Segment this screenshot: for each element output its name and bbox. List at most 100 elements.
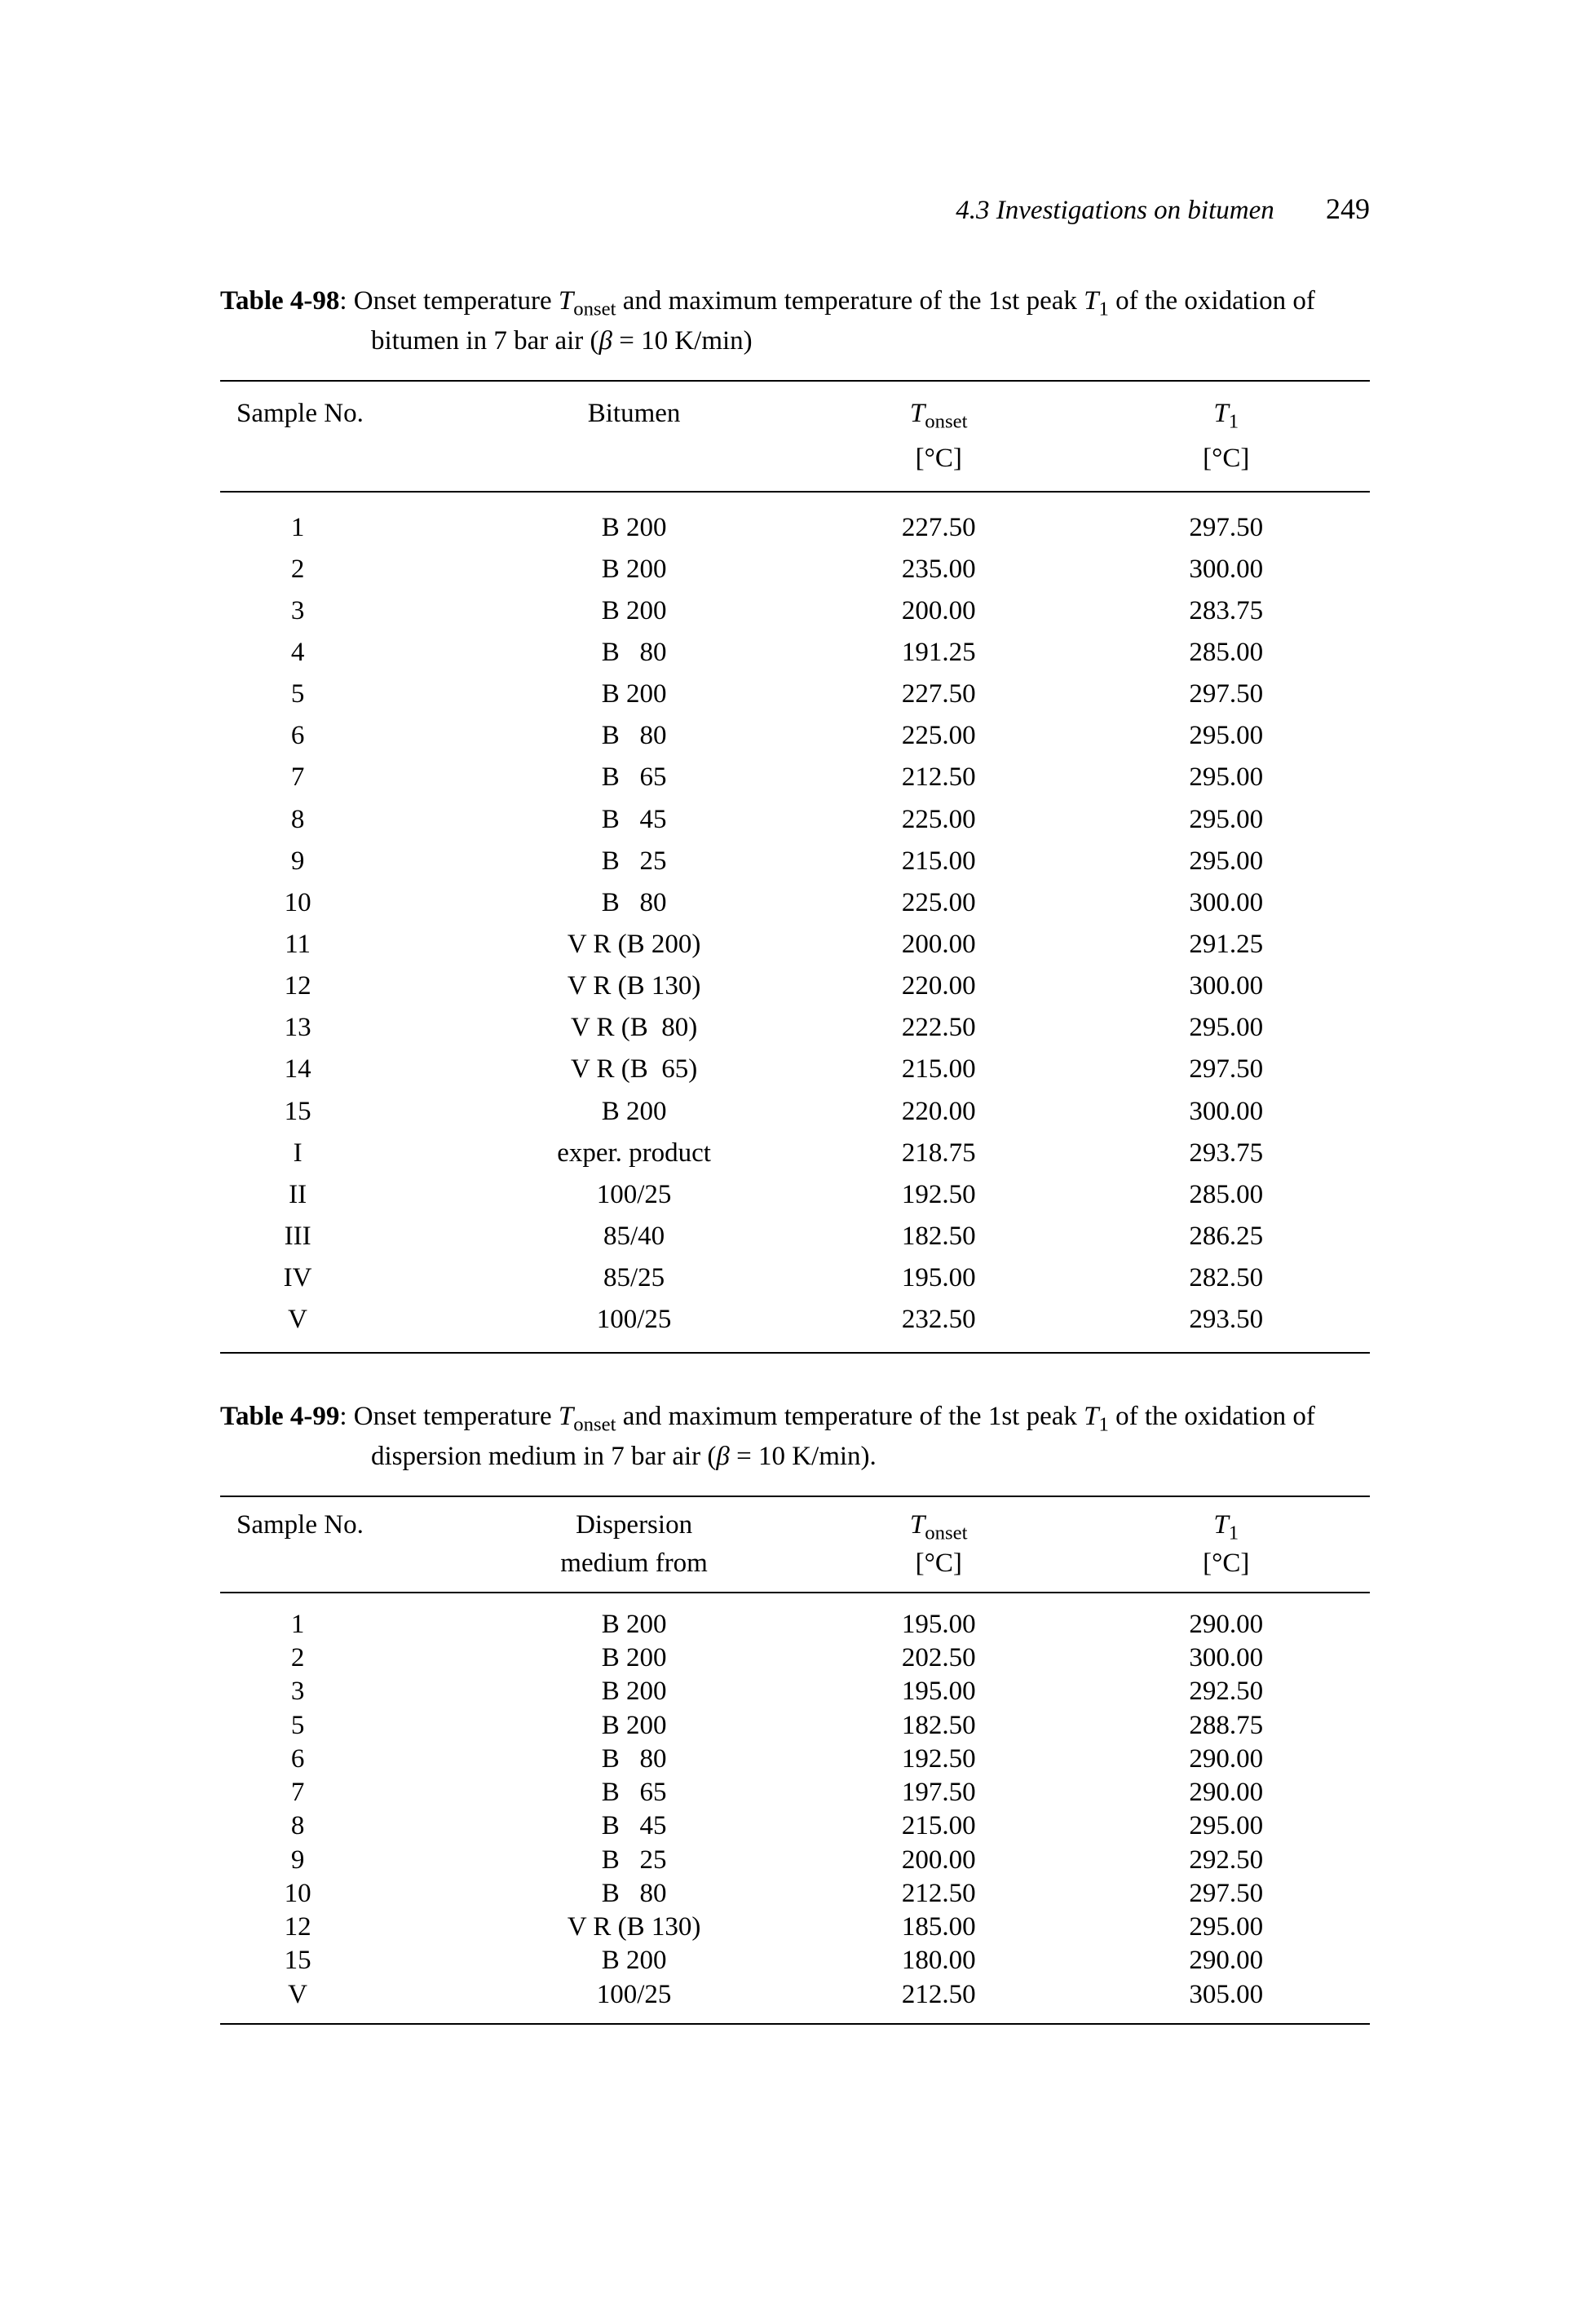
table-row: II100/25192.50285.00 [220, 1174, 1370, 1216]
symbol-T: T [1213, 399, 1228, 428]
caption-text: = 10 K/min). [730, 1442, 877, 1471]
cell-tonset: 235.00 [795, 549, 1083, 590]
cell-tonset: 191.25 [795, 632, 1083, 674]
section-title: 4.3 Investigations on bitumen [956, 196, 1274, 225]
symbol-T: T [1084, 1402, 1098, 1431]
cell-tonset: 180.00 [795, 1944, 1083, 1977]
cell-t1: 290.00 [1082, 1944, 1370, 1977]
cell-sample-no: 8 [220, 799, 473, 841]
cell-t1: 290.00 [1082, 1776, 1370, 1809]
symbol-T: T [1084, 286, 1098, 316]
table-98: Sample No. Bitumen Tonset T1 [°C] [°C] 1… [220, 380, 1370, 1354]
subscript-1: 1 [1099, 298, 1109, 320]
col-unit-tonset: [°C] [795, 1547, 1083, 1593]
caption-text: bitumen in 7 bar air ( [371, 326, 599, 356]
cell-sample-no: 10 [220, 882, 473, 924]
cell-tonset: 197.50 [795, 1776, 1083, 1809]
subscript-onset: onset [925, 410, 967, 432]
table-row: Iexper. product218.75293.75 [220, 1133, 1370, 1174]
cell-t1: 295.00 [1082, 1007, 1370, 1049]
table-99-label: Table 4-99 [220, 1402, 339, 1431]
col-header-t1: T1 [1082, 381, 1370, 438]
table-98-label: Table 4-98 [220, 286, 339, 316]
cell-tonset: 212.50 [795, 757, 1083, 798]
table-row: 15B 200220.00300.00 [220, 1091, 1370, 1133]
cell-t1: 290.00 [1082, 1593, 1370, 1641]
cell-t1: 293.50 [1082, 1299, 1370, 1353]
col-unit-t1: [°C] [1082, 438, 1370, 492]
table-row: 7B 65212.50295.00 [220, 757, 1370, 798]
cell-sample-no: 2 [220, 549, 473, 590]
cell-tonset: 227.50 [795, 492, 1083, 549]
cell-sample-no: 9 [220, 841, 473, 882]
cell-bitumen: V R (B 130) [473, 965, 795, 1007]
cell-sample-no: 5 [220, 1709, 473, 1743]
cell-bitumen: B 80 [473, 882, 795, 924]
table-row: 1B 200227.50297.50 [220, 492, 1370, 549]
cell-sample-no: 12 [220, 1911, 473, 1944]
cell-bitumen: B 25 [473, 841, 795, 882]
cell-bitumen: 85/40 [473, 1216, 795, 1257]
cell-tonset: 192.50 [795, 1743, 1083, 1776]
cell-bitumen: B 200 [473, 549, 795, 590]
cell-bitumen: exper. product [473, 1133, 795, 1174]
cell-sample-no: 4 [220, 632, 473, 674]
cell-t1: 291.25 [1082, 924, 1370, 965]
symbol-T: T [1213, 1510, 1228, 1540]
table-row: IV85/25195.00282.50 [220, 1257, 1370, 1299]
col-header-dispersion: Dispersion [473, 1496, 795, 1547]
cell-sample-no: 12 [220, 965, 473, 1007]
cell-tonset: 195.00 [795, 1675, 1083, 1708]
cell-tonset: 185.00 [795, 1911, 1083, 1944]
caption-text: and maximum temperature of the 1st peak [616, 1402, 1084, 1431]
table-row: 12V R (B 130)185.00295.00 [220, 1911, 1370, 1944]
cell-t1: 295.00 [1082, 757, 1370, 798]
cell-bitumen: B 65 [473, 1776, 795, 1809]
cell-bitumen: 100/25 [473, 1299, 795, 1353]
cell-t1: 300.00 [1082, 549, 1370, 590]
col-header-dispersion2: medium from [473, 1547, 795, 1593]
col-header-sample: Sample No. [220, 381, 473, 438]
symbol-T: T [559, 286, 573, 316]
cell-bitumen: B 200 [473, 1593, 795, 1641]
cell-bitumen: 100/25 [473, 1978, 795, 2024]
cell-t1: 300.00 [1082, 1091, 1370, 1133]
cell-t1: 282.50 [1082, 1257, 1370, 1299]
cell-tonset: 227.50 [795, 674, 1083, 715]
table-row: 8B 45225.00295.00 [220, 799, 1370, 841]
cell-bitumen: 85/25 [473, 1257, 795, 1299]
cell-bitumen: B 200 [473, 492, 795, 549]
cell-sample-no: 3 [220, 1675, 473, 1708]
cell-tonset: 215.00 [795, 841, 1083, 882]
table-row: V100/25212.50305.00 [220, 1978, 1370, 2024]
cell-t1: 300.00 [1082, 882, 1370, 924]
table-row: 10B 80225.00300.00 [220, 882, 1370, 924]
cell-bitumen: V R (B 65) [473, 1049, 795, 1090]
cell-t1: 295.00 [1082, 1809, 1370, 1843]
cell-tonset: 195.00 [795, 1257, 1083, 1299]
cell-t1: 297.50 [1082, 1049, 1370, 1090]
table-row: 1B 200195.00290.00 [220, 1593, 1370, 1641]
table-row: III85/40182.50286.25 [220, 1216, 1370, 1257]
table-row: 3B 200200.00283.75 [220, 590, 1370, 632]
cell-bitumen: B 200 [473, 1709, 795, 1743]
cell-sample-no: 14 [220, 1049, 473, 1090]
caption-text: : Onset temperature [339, 1402, 558, 1431]
cell-sample-no: 1 [220, 1593, 473, 1641]
cell-tonset: 192.50 [795, 1174, 1083, 1216]
table-row: V100/25232.50293.50 [220, 1299, 1370, 1353]
cell-sample-no: 15 [220, 1944, 473, 1977]
cell-t1: 297.50 [1082, 492, 1370, 549]
table-row: 5B 200227.50297.50 [220, 674, 1370, 715]
table-row: 6B 80225.00295.00 [220, 715, 1370, 757]
table-row: 15B 200180.00290.00 [220, 1944, 1370, 1977]
table-row: 4B 80191.25285.00 [220, 632, 1370, 674]
table-row: 13V R (B 80)222.50295.00 [220, 1007, 1370, 1049]
table-99-caption: Table 4-99: Onset temperature Tonset and… [220, 1398, 1370, 1475]
table-row: 8B 45215.00295.00 [220, 1809, 1370, 1843]
cell-tonset: 212.50 [795, 1877, 1083, 1911]
cell-bitumen: B 80 [473, 632, 795, 674]
cell-tonset: 215.00 [795, 1049, 1083, 1090]
caption-line2: bitumen in 7 bar air (β = 10 K/min) [220, 323, 1370, 360]
table-row: 12V R (B 130)220.00300.00 [220, 965, 1370, 1007]
